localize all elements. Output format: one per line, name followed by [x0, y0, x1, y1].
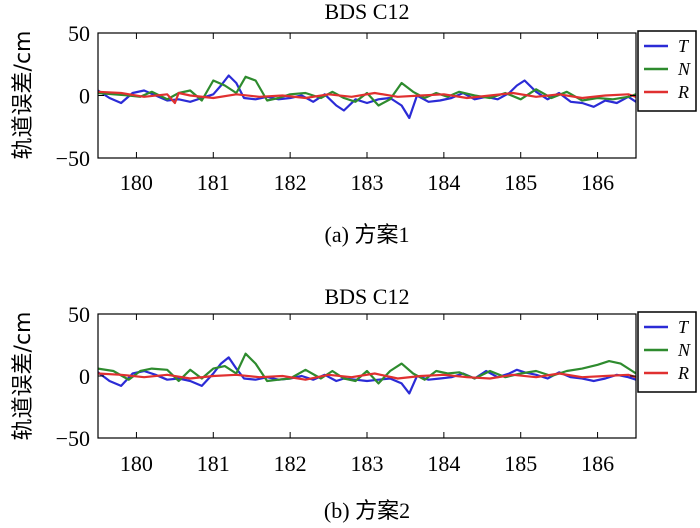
- series-line-N: [98, 75, 636, 107]
- x-tick-label: 181: [197, 170, 230, 195]
- chart-title: BDS C12: [325, 0, 410, 24]
- legend-label-N: N: [677, 59, 691, 79]
- x-tick-label: 182: [274, 170, 307, 195]
- y-axis-label: 轨道误差/cm: [11, 312, 36, 441]
- y-tick-label: 50: [68, 21, 90, 46]
- series-line-R: [98, 90, 636, 105]
- y-tick-label: −50: [56, 146, 90, 171]
- x-tick-label: 186: [581, 451, 614, 476]
- chart-caption: (b) 方案2: [324, 498, 410, 523]
- x-tick-label: 181: [197, 451, 230, 476]
- x-tick-label: 186: [581, 170, 614, 195]
- chart-panel-1: BDS C12 50 0 −50 180 181 182 183 184 185 186 轨道误差/c…: [11, 0, 697, 247]
- series-lines: [98, 74, 636, 120]
- y-axis-label: 轨道误差/cm: [11, 31, 36, 160]
- series-lines: [98, 352, 636, 395]
- chart-title: BDS C12: [325, 284, 410, 309]
- legend: TNR: [637, 311, 697, 393]
- chart-caption: (a) 方案1: [325, 222, 410, 247]
- x-tick-label: 180: [120, 170, 153, 195]
- y-tick-label: 50: [68, 302, 90, 327]
- x-tick-label: 184: [427, 170, 460, 195]
- x-tick-label: 184: [427, 451, 460, 476]
- x-tick-label: 185: [504, 170, 537, 195]
- x-tick-label: 183: [351, 170, 384, 195]
- y-tick-label: 0: [79, 364, 90, 389]
- y-tick-label: 0: [79, 84, 90, 109]
- legend-label-R: R: [677, 82, 689, 102]
- legend: TNR: [637, 30, 697, 112]
- x-tick-label: 182: [274, 451, 307, 476]
- x-tick-label: 183: [351, 451, 384, 476]
- series-line-R: [98, 372, 636, 381]
- y-tick-label: −50: [56, 426, 90, 451]
- legend-label-N: N: [677, 340, 691, 360]
- legend-label-T: T: [678, 317, 690, 337]
- legend-label-R: R: [677, 363, 689, 383]
- series-line-T: [98, 356, 636, 395]
- x-tick-label: 180: [120, 451, 153, 476]
- legend-box: [637, 30, 697, 112]
- legend-box: [637, 311, 697, 393]
- chart-panel-2: BDS C12 50 0 −50 180 181 182 183 184 185 186 轨道误差/c…: [11, 284, 697, 523]
- legend-label-T: T: [678, 36, 690, 56]
- x-tick-label: 185: [504, 451, 537, 476]
